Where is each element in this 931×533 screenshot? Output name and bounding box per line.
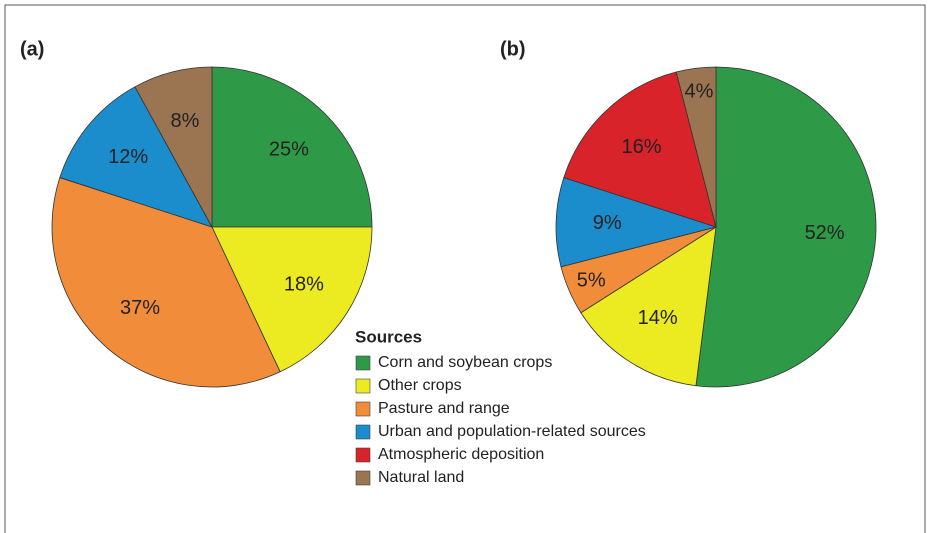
legend-label: Other crops [378,377,462,394]
slice-label: 5% [577,269,606,291]
slice-label: 37% [120,297,160,319]
chart-title: (a) [20,38,44,60]
legend-swatch [355,424,371,440]
legend-swatch [355,378,371,394]
slice-label: 18% [284,274,324,296]
legend-swatch [355,355,371,371]
slice-label: 8% [170,110,199,132]
pie-slice [51,177,281,388]
legend-swatch [355,401,371,417]
pie-slice [59,86,213,228]
slice-label: 52% [805,222,845,244]
pie-slice [555,177,718,268]
legend-label: Natural land [378,469,464,486]
pie-slice [563,71,717,228]
slice-label: 25% [269,138,309,160]
legend-label: Pasture and range [378,400,510,417]
legend-swatch [355,447,371,463]
slice-label: 14% [638,307,678,329]
frame [4,4,926,533]
legend-label: Corn and soybean crops [378,354,552,371]
legend-label: Atmospheric deposition [378,446,544,463]
slice-label: 4% [685,80,714,102]
slice-label: 16% [622,136,662,158]
pie-slice [211,66,373,228]
pie-slice [211,226,373,373]
pie-slice [675,66,717,228]
pie-slice [580,226,717,387]
slice-label: 12% [108,146,148,168]
legend-swatch [355,470,371,486]
chart-title: (b) [500,38,526,60]
legend-label: Urban and population-related sources [378,423,646,440]
pie-slice [134,66,213,228]
slice-label: 9% [593,212,622,234]
pie-slice [695,66,877,388]
legend-title: Sources [355,327,422,346]
